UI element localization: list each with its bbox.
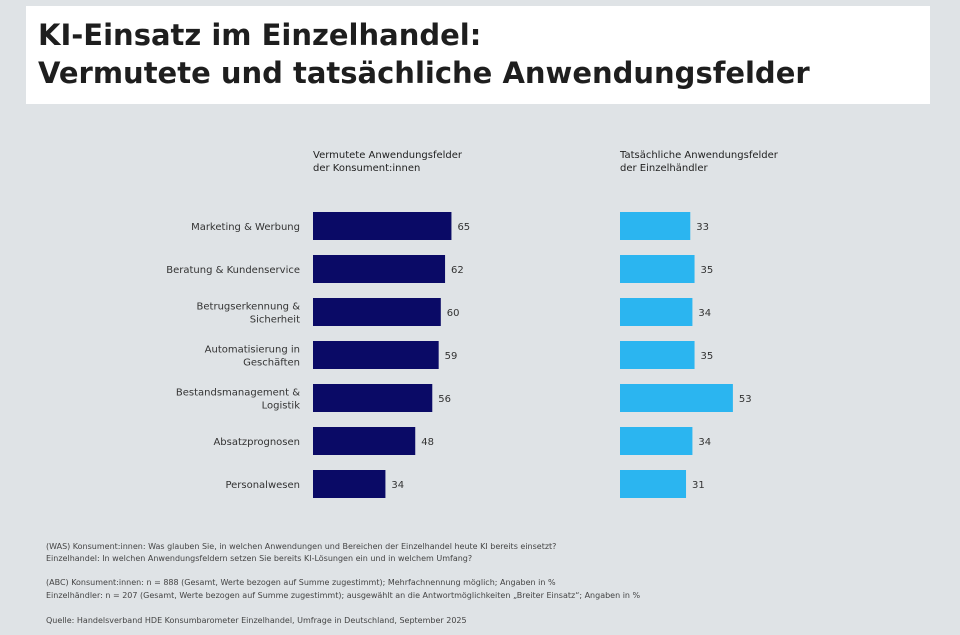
bar-vermutet <box>313 341 439 369</box>
title-box: KI-Einsatz im Einzelhandel: Vermutete un… <box>26 6 930 104</box>
category-label: Logistik <box>262 401 301 412</box>
bar-vermutet <box>313 427 416 455</box>
value-label: 59 <box>445 351 458 362</box>
bar-tatsaechlich <box>620 298 693 326</box>
value-label: 53 <box>739 394 752 405</box>
bar-vermutet <box>313 470 386 498</box>
bar-vermutet <box>313 212 452 240</box>
bar-tatsaechlich <box>620 255 695 283</box>
value-label: 65 <box>457 222 470 233</box>
category-label: Beratung & Kundenservice <box>166 265 300 276</box>
category-label: Betrugserkennung & <box>197 302 301 313</box>
category-label: Marketing & Werbung <box>191 222 300 233</box>
value-label: 60 <box>447 308 460 319</box>
series-header-1-line-2: der Konsument:innen <box>313 163 420 174</box>
value-label: 48 <box>421 437 434 448</box>
category-label: Personalwesen <box>225 480 300 491</box>
chart-title-line-2: Vermutete und tatsächliche Anwendungsfel… <box>38 56 810 90</box>
chart-title-line-1: KI-Einsatz im Einzelhandel: <box>38 18 482 52</box>
value-label: 34 <box>698 437 711 448</box>
series-header-2-line-1: Tatsächliche Anwendungsfelder <box>619 150 779 161</box>
footnote-sample-2: Einzelhändler: n = 207 (Gesamt, Werte be… <box>46 591 641 600</box>
series-header-1-line-1: Vermutete Anwendungsfelder <box>313 150 463 161</box>
bar-tatsaechlich <box>620 341 695 369</box>
category-label: Automatisierung in <box>205 345 300 356</box>
bar-tatsaechlich <box>620 427 693 455</box>
bar-tatsaechlich <box>620 384 733 412</box>
value-label: 34 <box>698 308 711 319</box>
value-label: 31 <box>692 480 705 491</box>
category-label: Absatzprognosen <box>213 437 300 448</box>
category-label: Bestandsmanagement & <box>176 388 300 399</box>
bar-vermutet <box>313 384 433 412</box>
footnote-sample-1: (ABC) Konsument:innen: n = 888 (Gesamt, … <box>46 578 556 587</box>
footnote-question-1: (WAS) Konsument:innen: Was glauben Sie, … <box>46 542 557 551</box>
value-label: 56 <box>438 394 451 405</box>
value-label: 34 <box>391 480 404 491</box>
category-label: Geschäften <box>243 358 300 369</box>
value-label: 62 <box>451 265 464 276</box>
category-label: Sicherheit <box>250 315 300 326</box>
footnote-question-2: Einzelhandel: In welchen Anwendungsfelde… <box>46 554 473 563</box>
bar-vermutet <box>313 255 446 283</box>
bar-vermutet <box>313 298 441 326</box>
bar-tatsaechlich <box>620 212 691 240</box>
value-label: 35 <box>701 265 714 276</box>
series-header-2-line-2: der Einzelhändler <box>620 163 708 174</box>
footnote-source: Quelle: Handelsverband HDE Konsumbaromet… <box>46 616 467 625</box>
bar-tatsaechlich <box>620 470 687 498</box>
value-label: 35 <box>701 351 714 362</box>
value-label: 33 <box>696 222 709 233</box>
